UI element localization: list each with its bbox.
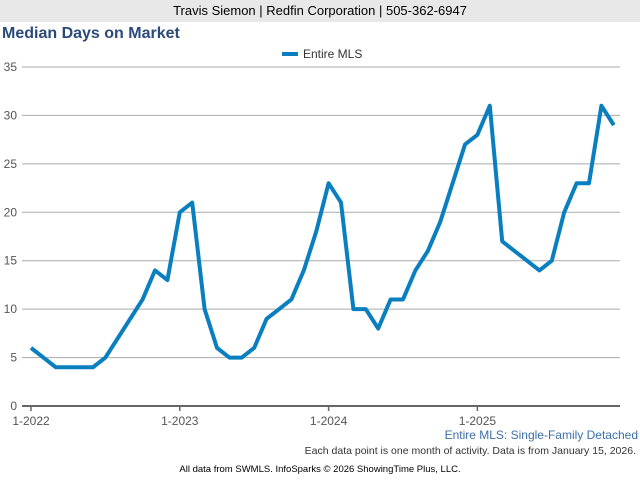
x-tick-label: 1-2024 <box>310 414 348 428</box>
footer-credit: All data from SWMLS. InfoSparks © 2026 S… <box>179 464 461 475</box>
x-tick-label: 1-2025 <box>459 414 497 428</box>
chart-subtitle: Entire MLS: Single-Family Detached <box>444 428 638 442</box>
y-tick-label: 25 <box>4 157 18 171</box>
x-tick-label: 1-2023 <box>161 414 199 428</box>
data-note: Each data point is one month of activity… <box>304 445 636 457</box>
y-tick-label: 35 <box>4 60 18 74</box>
series-line <box>29 103 616 370</box>
y-tick-label: 5 <box>10 351 17 365</box>
legend-label: Entire MLS <box>303 47 362 61</box>
y-tick-label: 0 <box>10 399 17 413</box>
y-tick-label: 30 <box>4 108 18 122</box>
line-chart: 0 5 10 15 20 25 30 35 1-2022 1-2023 1-2024 1-2025 En… <box>4 47 620 428</box>
y-tick-label: 10 <box>4 302 18 316</box>
y-tick-label: 20 <box>4 205 18 219</box>
x-tick-label: 1-2022 <box>12 414 50 428</box>
chart-title: Median Days on Market <box>2 25 180 42</box>
agent-header: Travis Siemon | Redfin Corporation | 505… <box>0 0 640 22</box>
y-tick-label: 15 <box>4 254 18 268</box>
